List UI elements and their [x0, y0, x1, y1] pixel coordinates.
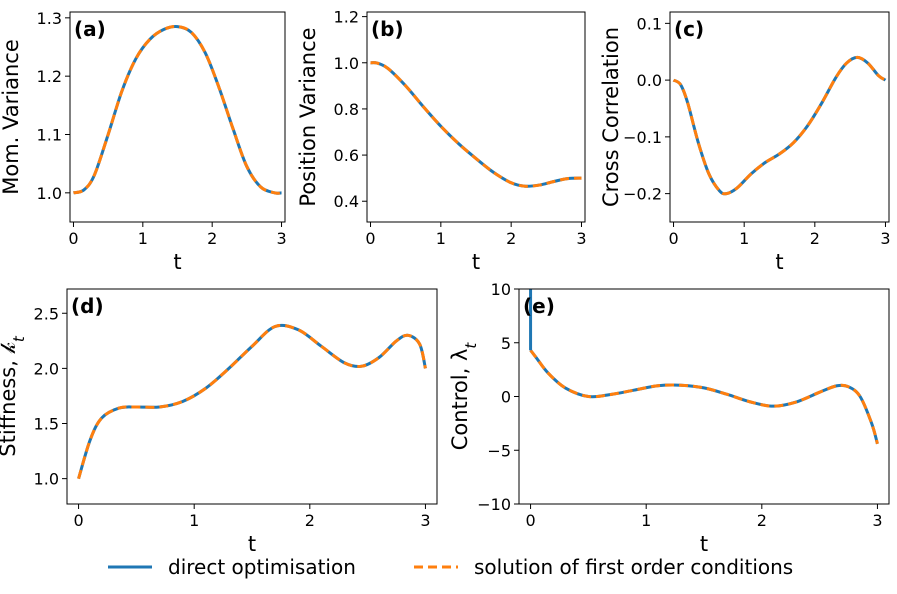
- y-tick-label: 0.1: [637, 14, 662, 33]
- x-axis-label: t: [248, 532, 256, 556]
- x-tick-label: 0: [365, 229, 375, 248]
- y-axis-label: Stiffness, 𝓀t: [0, 335, 28, 457]
- y-axis-label: Position Variance: [296, 27, 320, 206]
- y-tick-label: 1.0: [334, 54, 359, 73]
- y-tick-label: 1.2: [37, 67, 62, 86]
- x-axis-label: t: [472, 250, 480, 274]
- axes-frame: [66, 288, 438, 505]
- x-tick-label: 0: [525, 511, 535, 530]
- series-line-direct: [77, 323, 427, 480]
- x-tick-label: 3: [276, 229, 286, 248]
- axes-frame: [518, 288, 890, 505]
- y-axis-label: Cross Correlation: [599, 27, 623, 207]
- x-axis-label: t: [173, 250, 181, 274]
- x-axis-label: t: [700, 532, 708, 556]
- y-axis-label: Mom. Variance: [0, 39, 23, 195]
- legend-label-direct: direct optimisation: [168, 555, 356, 579]
- y-tick-label: 1.5: [34, 415, 59, 434]
- axes-frame: [69, 11, 286, 223]
- x-tick-label: 1: [189, 511, 199, 530]
- series-line-first-order: [672, 55, 887, 196]
- x-tick-label: 2: [207, 229, 217, 248]
- axes-frame: [669, 11, 890, 223]
- y-tick-label: 0.4: [334, 192, 359, 211]
- x-tick-label: 1: [641, 511, 651, 530]
- x-tick-label: 3: [872, 511, 882, 530]
- panel-e: 0 1 2 3 −10 −5 0 5 10 t Control, λt (e): [448, 280, 890, 556]
- x-tick-label: 3: [420, 511, 430, 530]
- series-line-direct: [370, 61, 582, 188]
- series-line-direct: [73, 24, 282, 195]
- x-tick-label: 0: [668, 229, 678, 248]
- y-tick-label: 1.2: [334, 8, 359, 27]
- y-tick-label: 1.0: [37, 184, 62, 203]
- x-tick-label: 0: [68, 229, 78, 248]
- y-tick-label: −10: [477, 495, 511, 514]
- x-axis-label: t: [775, 250, 783, 274]
- legend: direct optimisation solution of first or…: [108, 555, 793, 579]
- x-tick-label: 1: [739, 229, 749, 248]
- x-tick-label: 1: [138, 229, 148, 248]
- panel-c: 0 1 2 3 −0.2 −0.1 0.0 0.1 t Cross Correlation (c): [599, 11, 891, 274]
- y-tick-label: −0.1: [623, 128, 662, 147]
- x-tick-label: 2: [305, 511, 315, 530]
- y-tick-label: 2.5: [34, 304, 59, 323]
- y-tick-label: 10: [491, 280, 511, 299]
- panel-letter: (c): [674, 17, 704, 41]
- x-tick-label: 3: [880, 229, 890, 248]
- y-tick-label: 1.1: [37, 126, 62, 145]
- y-tick-label: 1.3: [37, 9, 62, 28]
- series-line-direct: [672, 55, 887, 196]
- series-line-first-order: [370, 61, 582, 188]
- panel-letter: (a): [74, 17, 106, 41]
- y-tick-label: −0.2: [623, 185, 662, 204]
- series-line-direct: [529, 349, 879, 445]
- axes-frame: [366, 11, 586, 223]
- y-tick-label: 5: [501, 334, 511, 353]
- x-tick-label: 3: [576, 229, 586, 248]
- panel-letter: (d): [71, 294, 104, 318]
- panel-letter: (e): [523, 294, 555, 318]
- series-line-first-order: [77, 323, 427, 480]
- legend-label-foc: solution of first order conditions: [474, 555, 793, 579]
- panel-d: 0 1 2 3 1.0 1.5 2.0 2.5 t Stiffness, 𝓀t (d): [0, 288, 438, 556]
- y-tick-label: 0.8: [334, 100, 359, 119]
- panel-a: 0 1 2 3 1.0 1.1 1.2 1.3 t Mom. Variance (a): [0, 9, 287, 274]
- x-tick-label: 0: [73, 511, 83, 530]
- y-tick-label: 0.0: [637, 71, 662, 90]
- y-tick-label: 2.0: [34, 359, 59, 378]
- panel-b: 0 1 2 3 0.4 0.6 0.8 1.0 1.2 t Position Variance (b): [296, 8, 587, 274]
- x-tick-label: 1: [436, 229, 446, 248]
- series-line-first-order: [529, 349, 879, 445]
- series-line-first-order: [73, 24, 282, 195]
- y-tick-label: 1.0: [34, 470, 59, 489]
- y-tick-label: 0: [501, 388, 511, 407]
- x-tick-label: 2: [506, 229, 516, 248]
- x-tick-label: 2: [757, 511, 767, 530]
- panel-letter: (b): [371, 17, 404, 41]
- y-tick-label: −5: [487, 441, 511, 460]
- x-tick-label: 2: [810, 229, 820, 248]
- y-tick-label: 0.6: [334, 146, 359, 165]
- y-axis-label: Control, λt: [448, 342, 480, 451]
